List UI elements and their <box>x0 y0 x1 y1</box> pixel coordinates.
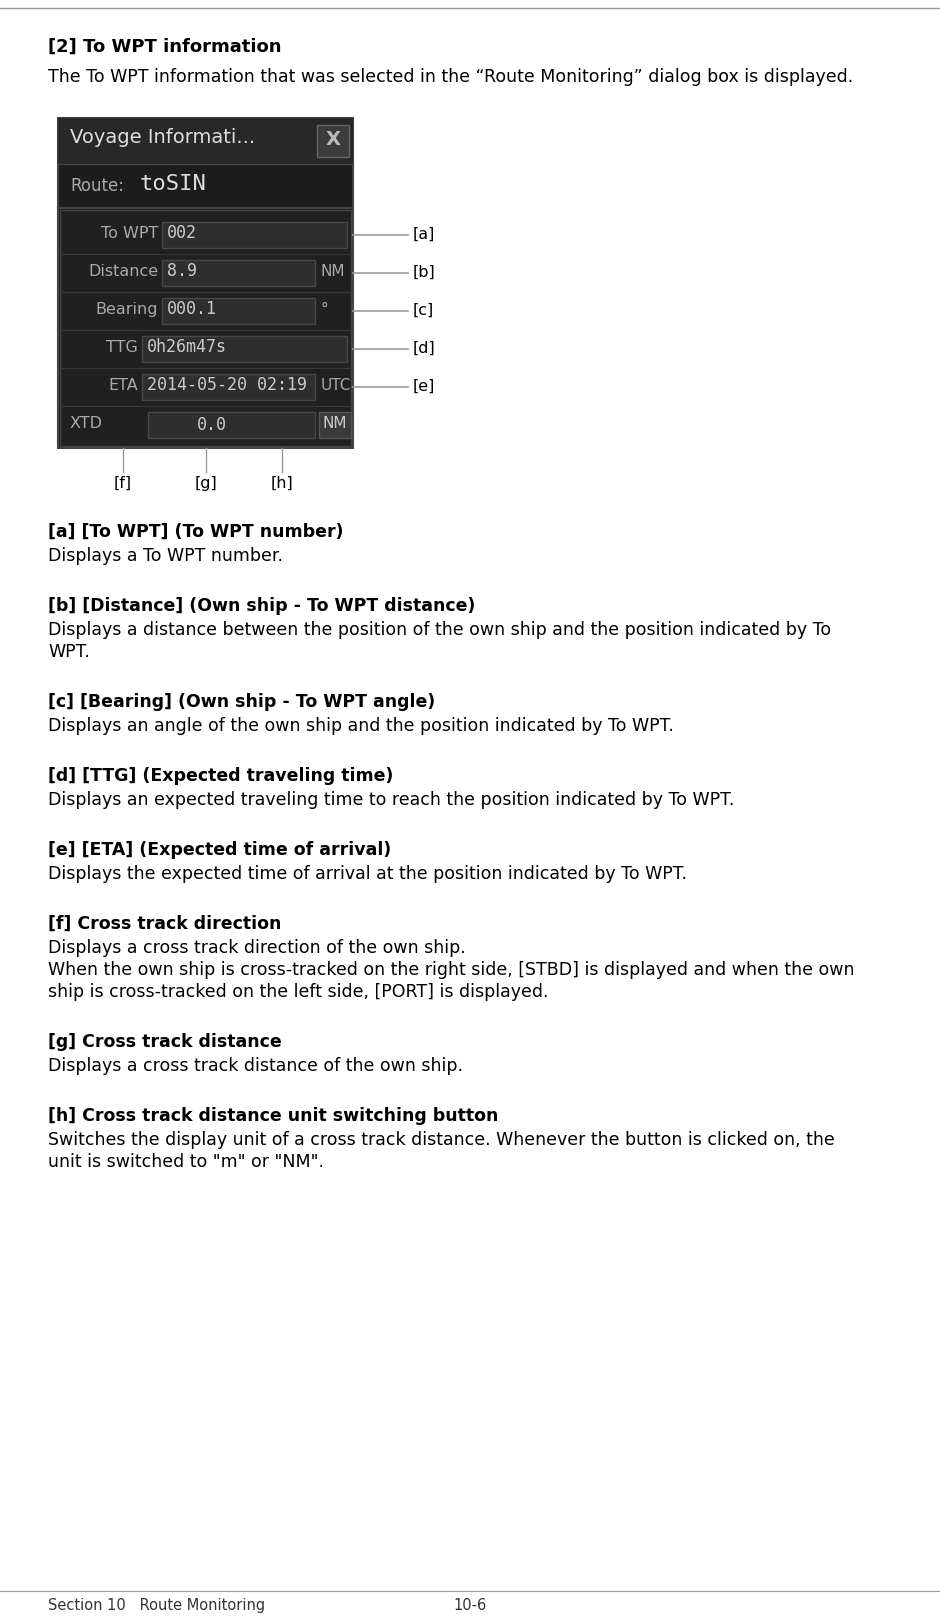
Text: [d] [TTG] (Expected traveling time): [d] [TTG] (Expected traveling time) <box>48 768 393 785</box>
Text: [a]: [a] <box>413 226 435 242</box>
Bar <box>142 373 315 401</box>
Text: toSIN: toSIN <box>140 175 207 194</box>
Text: 10-6: 10-6 <box>453 1598 487 1613</box>
Text: [b] [Distance] (Own ship - To WPT distance): [b] [Distance] (Own ship - To WPT distan… <box>48 596 476 616</box>
Text: 002: 002 <box>167 225 197 242</box>
Text: Section 10   Route Monitoring: Section 10 Route Monitoring <box>48 1598 265 1613</box>
Bar <box>60 210 351 446</box>
Text: [e]: [e] <box>413 380 435 394</box>
Bar <box>58 118 353 163</box>
Text: [2] To WPT information: [2] To WPT information <box>48 39 281 57</box>
Text: Voyage Informati...: Voyage Informati... <box>70 128 255 147</box>
Bar <box>58 118 353 448</box>
Text: [h] Cross track distance unit switching button: [h] Cross track distance unit switching … <box>48 1107 498 1125</box>
Text: Displays a cross track distance of the own ship.: Displays a cross track distance of the o… <box>48 1057 463 1075</box>
Text: 0.0: 0.0 <box>197 415 227 435</box>
Text: Displays the expected time of arrival at the position indicated by To WPT.: Displays the expected time of arrival at… <box>48 865 687 882</box>
Text: [a] [To WPT] (To WPT number): [a] [To WPT] (To WPT number) <box>48 524 343 541</box>
Text: unit is switched to "m" or "NM".: unit is switched to "m" or "NM". <box>48 1152 324 1172</box>
Text: [g]: [g] <box>195 477 217 491</box>
Text: Displays an expected traveling time to reach the position indicated by To WPT.: Displays an expected traveling time to r… <box>48 790 734 810</box>
Text: NM: NM <box>322 415 347 431</box>
Text: ETA: ETA <box>108 378 138 393</box>
Text: Displays a cross track direction of the own ship.: Displays a cross track direction of the … <box>48 939 465 957</box>
Text: UTC: UTC <box>321 378 352 393</box>
Text: Distance: Distance <box>87 263 158 280</box>
Bar <box>319 412 351 438</box>
Text: 0h26m47s: 0h26m47s <box>147 338 227 356</box>
Text: Bearing: Bearing <box>96 302 158 317</box>
Text: ship is cross-tracked on the left side, [PORT] is displayed.: ship is cross-tracked on the left side, … <box>48 983 549 1000</box>
Text: [f]: [f] <box>114 477 132 491</box>
Text: [f] Cross track direction: [f] Cross track direction <box>48 915 281 932</box>
Text: Displays an angle of the own ship and the position indicated by To WPT.: Displays an angle of the own ship and th… <box>48 718 674 735</box>
Text: WPT.: WPT. <box>48 643 90 661</box>
Text: [c] [Bearing] (Own ship - To WPT angle): [c] [Bearing] (Own ship - To WPT angle) <box>48 693 435 711</box>
Text: X: X <box>325 129 340 149</box>
Bar <box>162 260 315 286</box>
Text: When the own ship is cross-tracked on the right side, [STBD] is displayed and wh: When the own ship is cross-tracked on th… <box>48 962 854 979</box>
Text: 8.9: 8.9 <box>167 262 197 280</box>
Text: Switches the display unit of a cross track distance. Whenever the button is clic: Switches the display unit of a cross tra… <box>48 1131 835 1149</box>
Bar <box>148 412 315 438</box>
Text: [b]: [b] <box>413 265 436 280</box>
Text: 2014-05-20 02:19: 2014-05-20 02:19 <box>147 377 307 394</box>
Text: The To WPT information that was selected in the “Route Monitoring” dialog box is: The To WPT information that was selected… <box>48 68 854 86</box>
Bar <box>162 297 315 323</box>
Text: °: ° <box>321 302 329 317</box>
Text: To WPT: To WPT <box>101 226 158 241</box>
Bar <box>317 124 349 157</box>
Bar <box>59 208 352 448</box>
Text: 000.1: 000.1 <box>167 301 217 318</box>
Text: [g] Cross track distance: [g] Cross track distance <box>48 1033 282 1050</box>
Text: [e] [ETA] (Expected time of arrival): [e] [ETA] (Expected time of arrival) <box>48 840 391 860</box>
Text: NM: NM <box>321 263 346 280</box>
Text: [c]: [c] <box>413 304 434 318</box>
Text: [h]: [h] <box>271 477 293 491</box>
Text: [d]: [d] <box>413 341 436 356</box>
Bar <box>162 221 347 247</box>
Text: Displays a To WPT number.: Displays a To WPT number. <box>48 546 283 566</box>
Text: Displays a distance between the position of the own ship and the position indica: Displays a distance between the position… <box>48 621 831 638</box>
Bar <box>142 336 347 362</box>
Text: Route:: Route: <box>70 178 124 196</box>
Text: XTD: XTD <box>70 415 103 431</box>
Text: TTG: TTG <box>106 339 138 356</box>
